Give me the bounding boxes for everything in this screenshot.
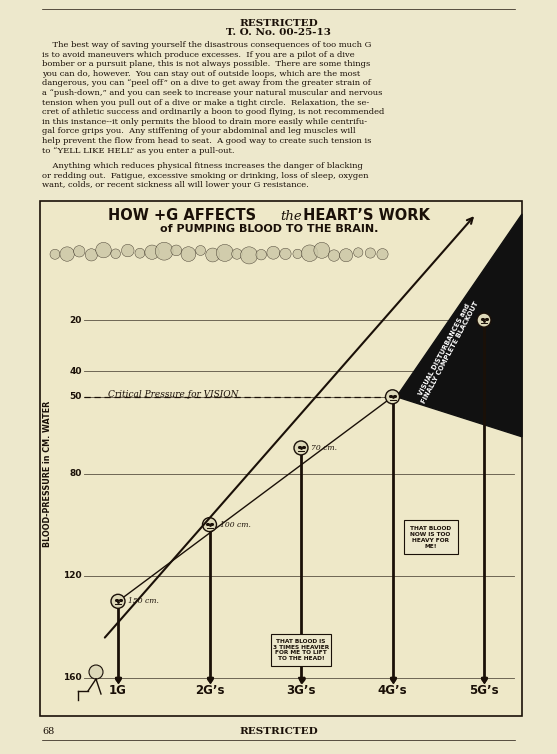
Text: Anything which reduces physical fitness increases the danger of blacking: Anything which reduces physical fitness … [42,162,363,170]
Circle shape [477,313,491,327]
Text: 5G’s: 5G’s [469,684,499,697]
Text: 70 cm.: 70 cm. [311,444,337,452]
Text: gal force grips you.  Any stiffening of your abdominal and leg muscles will: gal force grips you. Any stiffening of y… [42,127,355,136]
FancyBboxPatch shape [40,201,522,716]
Circle shape [317,246,327,256]
Text: to “YELL LIKE HELL” as you enter a pull-out.: to “YELL LIKE HELL” as you enter a pull-… [42,146,234,155]
Text: want, colds, or recent sickness all will lower your G resistance.: want, colds, or recent sickness all will… [42,182,309,189]
Polygon shape [397,214,522,437]
Circle shape [134,247,145,259]
Text: 20: 20 [70,316,82,325]
Text: THAT BLOOD IS
3 TIMES HEAVIER
FOR ME TO LIFT
TO THE HEAD!: THAT BLOOD IS 3 TIMES HEAVIER FOR ME TO … [273,639,329,661]
Text: you can do, however.  You can stay out of outside loops, which are the most: you can do, however. You can stay out of… [42,70,360,78]
Text: in this instance--it only permits the blood to drain more easily while centrifu-: in this instance--it only permits the bl… [42,118,367,126]
Circle shape [243,250,256,262]
Text: or redding out.  Fatigue, excessive smoking or drinking, loss of sleep, oxygen: or redding out. Fatigue, excessive smoki… [42,172,369,179]
Circle shape [205,242,221,258]
FancyBboxPatch shape [403,520,457,554]
Circle shape [255,247,267,260]
Circle shape [123,247,133,258]
Circle shape [109,245,123,258]
Text: 2G’s: 2G’s [195,684,224,697]
Circle shape [325,243,343,260]
Circle shape [375,245,390,260]
Text: tension when you pull out of a dive or make a tight circle.  Relaxation, the se-: tension when you pull out of a dive or m… [42,99,369,106]
Text: 150 cm.: 150 cm. [128,597,159,605]
Text: HOW +G AFFECTS: HOW +G AFFECTS [108,209,261,223]
Circle shape [156,246,173,263]
Text: RESTRICTED: RESTRICTED [239,728,318,737]
Circle shape [294,441,308,455]
Text: The best way of saving yourself the disastrous consequences of too much G: The best way of saving yourself the disa… [42,41,372,49]
Text: help prevent the flow from head to seat.  A good way to create such tension is: help prevent the flow from head to seat.… [42,137,372,145]
Circle shape [58,243,76,259]
Circle shape [230,249,244,262]
Circle shape [203,518,217,532]
Text: dangerous, you can “peel off” on a dive to get away from the greater strain of: dangerous, you can “peel off” on a dive … [42,79,371,87]
Circle shape [266,244,281,259]
Circle shape [289,243,306,260]
Text: BLOOD-PRESSURE in CM. WATER: BLOOD-PRESSURE in CM. WATER [43,400,52,547]
Text: 120: 120 [63,572,82,581]
Text: 40: 40 [70,366,82,375]
Circle shape [340,244,352,256]
Circle shape [111,594,125,608]
Text: a “push-down,” and you can seek to increase your natural muscular and nervous: a “push-down,” and you can seek to incre… [42,89,382,97]
Circle shape [218,246,232,260]
Text: is to avoid maneuvers which produce excesses.  If you are a pilot of a dive: is to avoid maneuvers which produce exce… [42,51,355,59]
Text: 80: 80 [70,469,82,478]
Circle shape [97,245,109,256]
Text: of PUMPING BLOOD TO THE BRAIN.: of PUMPING BLOOD TO THE BRAIN. [160,224,378,234]
Text: 1G: 1G [109,684,127,697]
Text: ♥: ♥ [114,676,123,686]
Text: VISUAL DISTURBANCES and
FINALLY COMPLETE BLACKOUT: VISUAL DISTURBANCES and FINALLY COMPLETE… [414,297,480,404]
Circle shape [47,247,63,262]
Text: cret of athletic success and ordinarily a boon to good flying, is not recommende: cret of athletic success and ordinarily … [42,109,384,116]
Text: T. O. No. 00-25-13: T. O. No. 00-25-13 [226,28,331,37]
Text: ♥: ♥ [205,676,214,686]
Circle shape [277,242,294,259]
Circle shape [302,242,317,259]
Text: the: the [280,210,302,222]
Circle shape [385,390,399,404]
Text: ♥: ♥ [388,676,397,686]
Text: THAT BLOOD
NOW IS TOO
HEAVY FOR
ME!: THAT BLOOD NOW IS TOO HEAVY FOR ME! [410,526,451,549]
Text: 68: 68 [42,728,54,737]
Circle shape [353,250,363,260]
Text: 50: 50 [70,392,82,401]
Text: HEART’S WORK: HEART’S WORK [298,209,430,223]
Text: 3G’s: 3G’s [286,684,316,697]
Circle shape [74,249,85,260]
Text: 100 cm.: 100 cm. [219,520,251,529]
Text: ♥: ♥ [480,676,488,686]
Circle shape [89,665,103,679]
Text: Critical Pressure for VISION: Critical Pressure for VISION [108,390,238,399]
Text: bomber or a pursuit plane, this is not always possible.  There are some things: bomber or a pursuit plane, this is not a… [42,60,370,68]
Text: 160: 160 [63,673,82,682]
Circle shape [364,250,377,262]
Circle shape [169,245,183,259]
FancyBboxPatch shape [271,634,331,666]
Circle shape [87,247,96,256]
Circle shape [148,247,157,256]
Text: RESTRICTED: RESTRICTED [239,19,318,28]
Circle shape [195,245,206,256]
Circle shape [180,243,196,259]
Text: 4G’s: 4G’s [378,684,407,697]
Text: ♥: ♥ [297,676,305,686]
